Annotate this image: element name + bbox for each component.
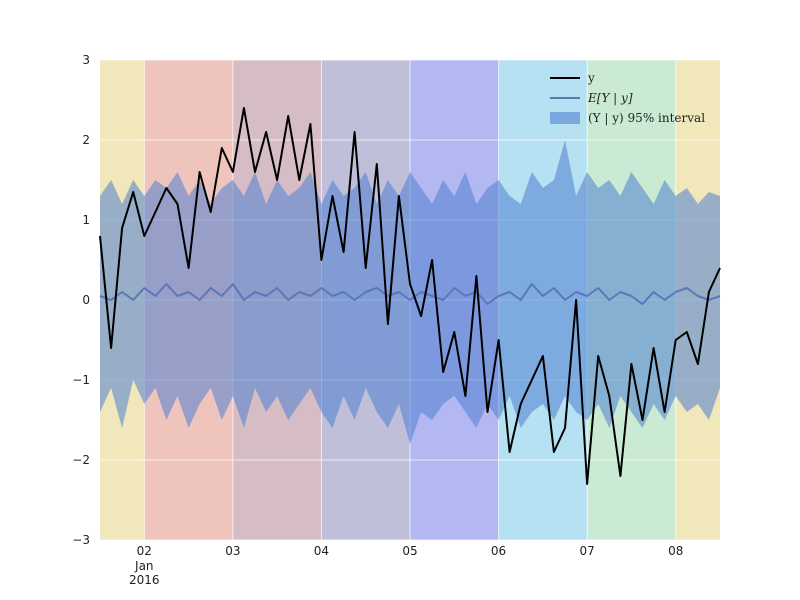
y-tick-label: 0 bbox=[82, 293, 90, 307]
y-tick-label: −1 bbox=[72, 373, 90, 387]
x-tick-label: 03 bbox=[225, 544, 240, 558]
y-tick-label: 1 bbox=[82, 213, 90, 227]
series-lines bbox=[99, 107, 721, 485]
y-tick-label: −3 bbox=[72, 533, 90, 547]
x-tick-label: 08 bbox=[668, 544, 683, 558]
x-tick-sublabel: 2016 bbox=[129, 573, 160, 587]
y-tick-label: 2 bbox=[82, 133, 90, 147]
legend-swatch-interval bbox=[550, 112, 580, 124]
x-tick-label: 07 bbox=[580, 544, 595, 558]
x-tick-sublabel: Jan bbox=[134, 559, 154, 573]
legend-label-interval: (Y | y) 95% interval bbox=[588, 111, 705, 125]
y-axis-ticks: −3 −2 −1 0 1 2 3 bbox=[72, 53, 90, 547]
x-tick-label: 02 bbox=[137, 544, 152, 558]
x-tick-label: 06 bbox=[491, 544, 506, 558]
series-line-expectation bbox=[99, 283, 721, 305]
x-tick-label: 05 bbox=[402, 544, 417, 558]
y-tick-label: −2 bbox=[72, 453, 90, 467]
legend-label-expectation: E[Y | y] bbox=[587, 91, 633, 105]
series-line-y bbox=[99, 107, 721, 485]
interval-band bbox=[100, 140, 720, 444]
x-tick-label: 04 bbox=[314, 544, 329, 558]
legend-label-y: y bbox=[587, 71, 595, 85]
y-tick-label: 3 bbox=[82, 53, 90, 67]
legend: y E[Y | y] (Y | y) 95% interval bbox=[550, 71, 705, 125]
interval-band-layer bbox=[100, 140, 720, 444]
